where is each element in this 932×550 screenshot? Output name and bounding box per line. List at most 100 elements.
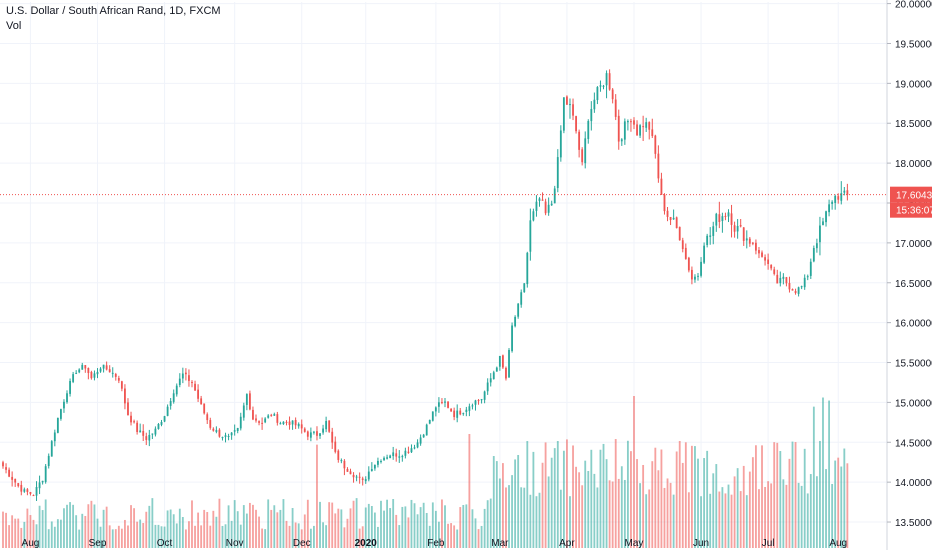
x-tick-label: Aug xyxy=(829,538,847,549)
candle-body xyxy=(416,442,419,448)
candle-body xyxy=(66,393,68,403)
volume-bar xyxy=(169,509,172,548)
last-price-label: 17.60430 xyxy=(896,191,932,202)
candle-body xyxy=(84,365,87,369)
candle-body xyxy=(23,489,26,492)
candle-body xyxy=(154,428,157,435)
volume-bar xyxy=(733,476,736,548)
candle-body xyxy=(459,410,462,415)
volume-bar xyxy=(53,526,56,548)
volume-bar xyxy=(120,528,123,548)
candle-body xyxy=(480,399,483,401)
candle-body xyxy=(392,452,395,457)
candle-body xyxy=(151,433,154,435)
candle-body xyxy=(285,421,288,423)
volume-bar xyxy=(657,470,660,548)
volume-bar xyxy=(453,525,456,548)
candle-body xyxy=(822,221,824,226)
candle-body xyxy=(770,264,773,269)
candle-body xyxy=(520,292,523,305)
candle-body xyxy=(541,199,544,201)
candle-body xyxy=(20,484,23,492)
candle-body xyxy=(160,421,163,425)
volume-bar xyxy=(175,523,178,548)
volume-bar xyxy=(617,478,620,548)
volume-bar xyxy=(678,440,681,548)
volume-bar xyxy=(544,442,547,548)
volume-bar xyxy=(87,504,90,548)
volume-bar xyxy=(17,518,20,548)
candle-body xyxy=(767,259,770,264)
volume-bar xyxy=(468,434,471,548)
candle-body xyxy=(502,355,504,368)
last-price-badge xyxy=(890,186,932,203)
candle-body xyxy=(209,420,212,428)
volume-bar xyxy=(248,502,251,548)
y-tick-label: 16.50000 xyxy=(895,279,932,290)
candle-body xyxy=(505,367,507,379)
volume-bar xyxy=(794,442,797,548)
candle-body xyxy=(139,430,142,433)
volume-bar xyxy=(837,457,840,548)
candle-body xyxy=(623,121,626,140)
candle-body xyxy=(758,250,760,254)
candle-body xyxy=(700,261,702,276)
volume-bar xyxy=(200,525,203,548)
candle-body xyxy=(352,474,355,478)
volume-bar xyxy=(480,525,483,548)
volume-bar xyxy=(828,400,830,548)
volume-bar xyxy=(611,481,614,548)
candle-body xyxy=(273,414,276,416)
candle-body xyxy=(169,401,172,406)
volume-bar xyxy=(739,491,742,548)
candle-body xyxy=(172,393,175,402)
volume-bar xyxy=(111,529,114,548)
volume-bar xyxy=(465,504,468,548)
candle-body xyxy=(215,430,218,432)
volume-bar xyxy=(718,491,721,548)
candle-body xyxy=(666,210,669,217)
candle-body xyxy=(773,269,776,274)
candle-body xyxy=(538,198,541,201)
volume-bar xyxy=(569,496,571,548)
volume-bar xyxy=(840,466,843,548)
volume-bar xyxy=(608,480,611,548)
volume-bar xyxy=(38,505,41,548)
candle-body xyxy=(523,283,526,293)
candle-body xyxy=(29,491,32,494)
candle-body xyxy=(553,188,556,204)
volume-bar xyxy=(669,482,672,548)
volume-bar xyxy=(529,494,532,548)
candle-body xyxy=(730,213,733,225)
candle-body xyxy=(377,460,379,465)
candle-body xyxy=(608,73,611,90)
volume-bar xyxy=(636,459,638,548)
volume-bar xyxy=(593,473,596,548)
volume-bar xyxy=(370,506,373,548)
volume-bar xyxy=(163,526,166,548)
y-tick-label: 15.50000 xyxy=(895,359,932,370)
volume-bar xyxy=(252,504,254,548)
volume-bar xyxy=(331,502,334,548)
x-tick-label: Jul xyxy=(762,538,775,549)
volume-bar xyxy=(770,483,773,548)
volume-bar xyxy=(590,449,593,548)
chart-title: U.S. Dollar / South African Rand, 1D, FX… xyxy=(6,5,221,17)
volume-bar xyxy=(587,470,590,548)
candle-body xyxy=(386,457,388,459)
candle-body xyxy=(38,482,41,489)
volume-bar xyxy=(498,478,501,548)
volume-bar xyxy=(797,482,800,548)
volume-bar xyxy=(776,442,779,548)
candle-body xyxy=(687,257,690,271)
volume-bar xyxy=(700,496,702,548)
volume-bar xyxy=(495,461,498,548)
volume-bar xyxy=(60,519,62,548)
candle-body xyxy=(559,130,562,158)
candle-body xyxy=(212,428,215,431)
candle-body xyxy=(569,104,571,106)
candle-body xyxy=(413,447,416,449)
candle-body xyxy=(566,96,568,105)
volume-bar xyxy=(389,508,392,548)
volume-bar xyxy=(511,475,513,548)
